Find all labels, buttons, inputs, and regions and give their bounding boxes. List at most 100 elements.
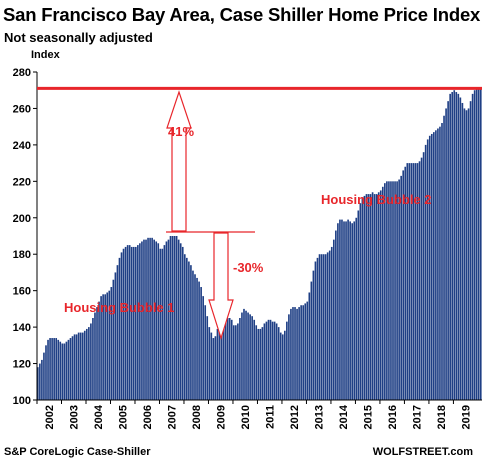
bar	[298, 307, 300, 400]
bar	[190, 265, 192, 400]
y-axis-label: Index	[31, 49, 60, 61]
bar	[341, 219, 343, 400]
bar	[45, 345, 47, 400]
bar	[73, 334, 76, 400]
bar	[69, 338, 72, 400]
bar	[243, 308, 245, 400]
bar	[343, 221, 345, 400]
bar	[324, 254, 327, 400]
bar	[469, 101, 472, 400]
bar	[322, 254, 325, 400]
bar	[351, 223, 353, 400]
annotation-minus-30: -30%	[233, 260, 264, 275]
bar	[296, 308, 298, 400]
bar	[367, 194, 370, 400]
bar	[126, 245, 129, 400]
bar	[314, 261, 317, 400]
bar	[445, 108, 447, 400]
bar	[251, 316, 253, 400]
x-tick-label: 2018	[436, 405, 448, 429]
x-tick-label: 2010	[240, 405, 252, 429]
x-tick-label: 2008	[191, 405, 203, 429]
bar	[410, 163, 413, 400]
x-tick-label: 2017	[412, 405, 424, 429]
bar	[106, 292, 109, 400]
bar	[79, 332, 82, 400]
bar	[181, 246, 184, 400]
bar	[375, 194, 378, 400]
bar	[118, 257, 121, 400]
bar	[269, 319, 272, 400]
bar	[428, 135, 431, 400]
bar	[404, 166, 407, 400]
bar	[426, 139, 429, 401]
bar	[477, 88, 480, 401]
bar	[165, 241, 168, 400]
bar	[167, 239, 170, 400]
bar	[59, 341, 62, 400]
bar	[418, 161, 421, 400]
bar	[394, 181, 396, 400]
bar	[196, 277, 198, 400]
bar	[249, 314, 251, 400]
up-arrow-41	[166, 90, 192, 232]
bar	[200, 287, 202, 400]
bar	[371, 192, 374, 400]
bar	[471, 93, 474, 401]
bar	[177, 239, 180, 400]
bar	[226, 318, 229, 400]
annotations-group: 41% -30% Housing Bubble 1 Housing Bubble…	[37, 86, 482, 340]
bar	[292, 307, 294, 400]
bar	[124, 246, 127, 400]
bar	[237, 323, 239, 400]
bar	[294, 307, 296, 400]
bar	[43, 352, 45, 400]
bar	[459, 97, 462, 400]
bar	[361, 197, 364, 400]
bar	[41, 359, 43, 400]
bar	[255, 325, 258, 400]
bar	[94, 312, 96, 400]
bar	[286, 321, 288, 400]
bar	[330, 246, 333, 400]
x-tick-label: 2014	[338, 404, 350, 429]
bar	[386, 181, 388, 400]
bar	[134, 246, 137, 400]
bar	[396, 181, 398, 400]
bars-group	[37, 88, 482, 401]
bar	[104, 294, 106, 400]
bar	[337, 223, 339, 400]
bar	[183, 254, 186, 400]
bar	[288, 314, 290, 400]
x-tick-label: 2003	[69, 405, 81, 429]
bar	[465, 110, 468, 401]
bar	[37, 367, 39, 400]
bar	[169, 236, 172, 400]
bar	[214, 336, 217, 400]
bar	[171, 236, 174, 400]
x-tick-label: 2011	[265, 405, 277, 429]
bar	[130, 246, 133, 400]
bar	[61, 343, 64, 400]
bar	[347, 219, 349, 400]
bar	[441, 123, 443, 401]
bar	[328, 250, 331, 400]
bar	[281, 334, 284, 400]
bar	[192, 270, 194, 400]
y-tick-label: 240	[13, 140, 31, 152]
bar	[96, 307, 98, 400]
y-tick-label: 280	[13, 67, 31, 79]
bar	[310, 281, 313, 400]
bar	[390, 181, 392, 400]
bar	[220, 319, 223, 400]
bar	[284, 330, 286, 400]
bar	[81, 332, 84, 400]
bar	[365, 194, 368, 400]
bar	[161, 248, 164, 400]
bar	[316, 257, 319, 400]
bar	[145, 239, 147, 400]
bar	[212, 338, 215, 400]
bar	[204, 305, 207, 400]
bar	[137, 245, 139, 400]
bar	[392, 181, 394, 400]
